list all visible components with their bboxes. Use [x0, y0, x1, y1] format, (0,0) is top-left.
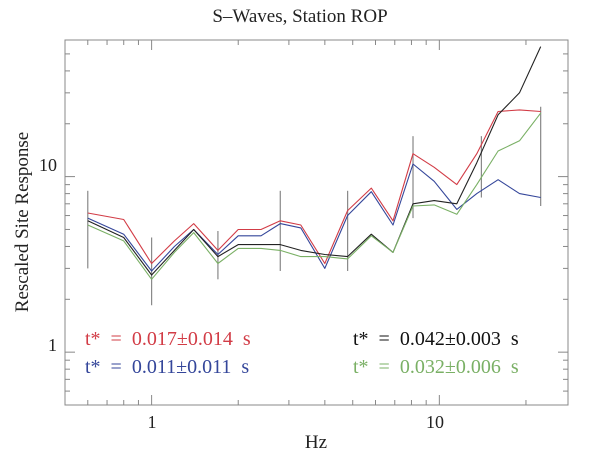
annotation-t-blue: t* = 0.011±0.011 s — [85, 356, 249, 378]
series-lines — [87, 46, 542, 280]
error-bars — [87, 106, 542, 306]
annotation-t-red: t* = 0.017±0.014 s — [85, 328, 251, 350]
plot-frame — [64, 39, 569, 406]
x-tick-label-10: 10 — [426, 412, 444, 432]
major-ticks — [65, 40, 568, 405]
x-tick-label-1: 1 — [148, 412, 157, 432]
series-line-0 — [87, 109, 541, 265]
series-line-3 — [87, 112, 542, 280]
minor-ticks — [64, 39, 568, 406]
series-line-1 — [87, 163, 541, 272]
y-axis-label: Rescaled Site Response — [12, 132, 33, 312]
y-tick-label-10: 10 — [39, 155, 57, 175]
y-tick-label-1: 1 — [48, 335, 57, 355]
annotation-t-green: t* = 0.032±0.006 s — [353, 356, 519, 378]
series-line-2 — [87, 46, 542, 276]
annotation-t-black: t* = 0.042±0.003 s — [353, 328, 519, 350]
x-axis-label: Hz — [305, 432, 327, 453]
chart-title: S–Waves, Station ROP — [212, 6, 387, 27]
